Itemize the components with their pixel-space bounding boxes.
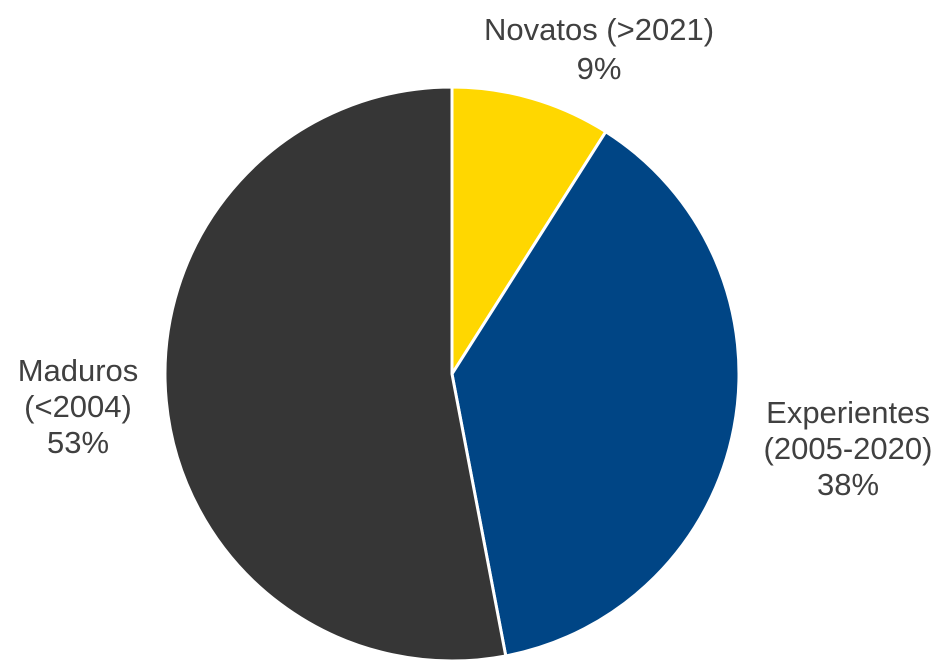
slice-label-novatos-name: Novatos (>2021) (484, 12, 714, 47)
slice-label-novatos: Novatos (>2021) 9% (484, 12, 714, 86)
slice-label-experientes-value: 38% (817, 467, 879, 502)
pie-slices (163, 85, 741, 660)
slice-label-experientes-range: (2005-2020) (764, 431, 933, 466)
slice-label-experientes: Experientes (2005-2020) 38% (764, 395, 933, 502)
slice-label-novatos-value: 9% (577, 51, 622, 86)
slice-label-experientes-name: Experientes (766, 395, 930, 430)
slice-label-maduros: Maduros (<2004) 53% (18, 353, 139, 460)
slice-label-maduros-value: 53% (47, 425, 109, 460)
slice-label-maduros-range: (<2004) (24, 389, 132, 424)
pie-slice-novatos (450, 85, 608, 376)
pie-slice-experientes (450, 130, 741, 658)
slice-label-maduros-name: Maduros (18, 353, 139, 388)
pie-slice-maduros (163, 85, 508, 660)
